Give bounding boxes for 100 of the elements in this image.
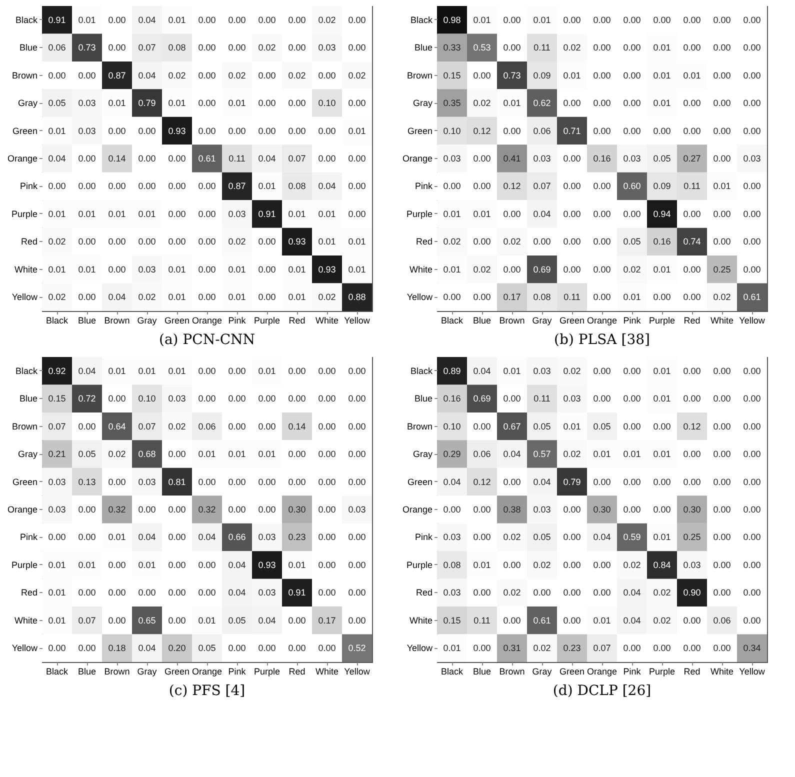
data-label: 0.00 xyxy=(288,643,306,654)
data-label: 0.00 xyxy=(743,366,761,376)
data-label: 0.00 xyxy=(258,98,276,108)
data-label: 0.52 xyxy=(348,643,366,654)
data-label: 0.01 xyxy=(443,208,461,219)
data-label: 0.01 xyxy=(108,366,126,376)
data-label: 0.00 xyxy=(563,14,581,25)
data-label: 0.00 xyxy=(318,504,336,514)
data-label: 0.31 xyxy=(503,643,521,654)
data-label: 0.00 xyxy=(288,126,306,136)
data-label: 0.00 xyxy=(743,70,761,80)
data-label: 0.00 xyxy=(348,532,366,542)
data-label: 0.07 xyxy=(78,615,96,626)
data-label: 0.00 xyxy=(593,366,611,376)
data-label: 0.00 xyxy=(653,14,671,25)
y-tick-label: White xyxy=(14,615,38,626)
data-label: 0.00 xyxy=(288,366,306,376)
data-label: 0.00 xyxy=(683,126,701,136)
data-label: 0.27 xyxy=(683,154,701,164)
data-label: 0.03 xyxy=(443,532,461,542)
data-label: 0.00 xyxy=(623,98,641,108)
data-label: 0.15 xyxy=(48,394,66,404)
data-label: 0.00 xyxy=(348,588,366,598)
data-label: 0.00 xyxy=(258,394,276,404)
data-label: 0.00 xyxy=(623,70,641,80)
y-tick-label: Purple xyxy=(11,560,38,570)
data-label: 0.00 xyxy=(713,394,731,404)
data-label: 0.05 xyxy=(78,449,96,460)
data-label: 0.00 xyxy=(473,181,491,192)
data-label: 0.00 xyxy=(228,643,246,654)
text: (b) PLSA [38] xyxy=(554,332,650,348)
data-label: 0.12 xyxy=(503,181,521,192)
data-label: 0.07 xyxy=(533,181,551,192)
data-label: 0.00 xyxy=(108,181,126,192)
x-tick-label: Brown xyxy=(499,666,525,676)
data-label: 0.00 xyxy=(258,236,276,247)
data-label: 0.01 xyxy=(563,421,581,432)
data-label: 0.00 xyxy=(713,236,731,247)
data-label: 0.03 xyxy=(443,154,461,164)
data-label: 0.00 xyxy=(168,449,186,460)
data-label: 0.02 xyxy=(48,236,66,247)
data-label: 0.03 xyxy=(443,588,461,598)
data-label: 0.00 xyxy=(348,366,366,376)
data-label: 0.00 xyxy=(563,615,581,626)
data-label: 0.05 xyxy=(653,154,671,164)
y-tick-label: White xyxy=(409,264,432,274)
data-label: 0.00 xyxy=(318,643,336,654)
data-label: 0.00 xyxy=(198,560,216,570)
data-label: 0.61 xyxy=(198,154,216,164)
data-label: 0.09 xyxy=(653,181,671,192)
data-label: 0.01 xyxy=(198,615,216,626)
data-label: 0.05 xyxy=(533,421,551,432)
data-label: 0.06 xyxy=(198,421,216,432)
data-label: 0.01 xyxy=(168,292,186,302)
data-label: 0.03 xyxy=(138,476,156,487)
data-label: 0.00 xyxy=(563,236,581,247)
data-label: 0.02 xyxy=(318,292,336,302)
data-label: 0.00 xyxy=(348,421,366,432)
x-tick-label: Purple xyxy=(254,316,280,326)
data-label: 0.29 xyxy=(443,449,461,460)
data-label: 0.00 xyxy=(713,154,731,164)
data-label: 0.01 xyxy=(168,14,186,25)
data-label: 0.00 xyxy=(713,98,731,108)
data-label: 0.00 xyxy=(258,264,276,274)
data-label: 0.02 xyxy=(563,366,581,376)
data-label: 0.00 xyxy=(593,588,611,598)
y-tick-label: Purple xyxy=(406,208,432,219)
data-label: 0.00 xyxy=(198,394,216,404)
data-label: 0.00 xyxy=(593,126,611,136)
data-label: 0.02 xyxy=(443,236,461,247)
data-label: 0.01 xyxy=(288,560,306,570)
y-tick-label: Black xyxy=(410,14,433,25)
data-label: 0.00 xyxy=(503,615,521,626)
data-label: 0.00 xyxy=(108,560,126,570)
data-label: 0.93 xyxy=(288,236,306,247)
data-label: 0.00 xyxy=(258,421,276,432)
data-label: 0.01 xyxy=(713,181,731,192)
data-label: 0.03 xyxy=(563,394,581,404)
data-label: 0.98 xyxy=(443,14,461,25)
data-label: 0.11 xyxy=(684,181,700,192)
data-label: 0.00 xyxy=(593,394,611,404)
data-label: 0.18 xyxy=(108,643,126,654)
data-label: 0.03 xyxy=(318,42,336,53)
data-label: 0.00 xyxy=(168,532,186,542)
x-tick-label: Gray xyxy=(532,666,552,676)
data-label: 0.00 xyxy=(563,560,581,570)
data-label: 0.11 xyxy=(474,615,490,626)
x-tick-label: Pink xyxy=(623,316,642,326)
y-tick-label: Brown xyxy=(12,421,38,432)
data-label: 0.04 xyxy=(503,449,521,460)
data-label: 0.01 xyxy=(168,264,186,274)
x-tick-label: Yellow xyxy=(739,316,766,326)
data-label: 0.00 xyxy=(623,504,641,514)
y-tick-label: Black xyxy=(410,366,433,376)
data-label: 0.93 xyxy=(318,264,336,274)
data-label: 0.00 xyxy=(473,643,491,654)
data-label: 0.08 xyxy=(288,181,306,192)
data-label: 0.00 xyxy=(683,615,701,626)
x-tick-label: Gray xyxy=(137,666,158,676)
data-label: 0.00 xyxy=(593,42,611,53)
